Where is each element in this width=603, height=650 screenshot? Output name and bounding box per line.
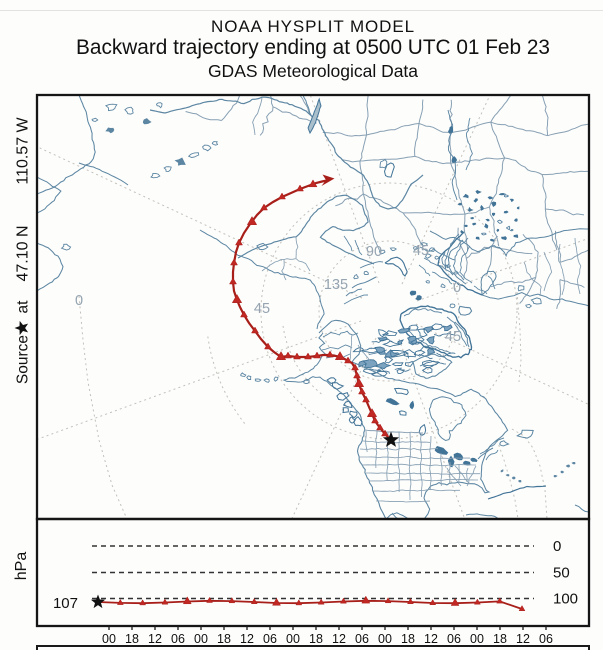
svg-text:12: 12 [424, 632, 438, 646]
svg-text:90: 90 [366, 244, 382, 260]
svg-text:0: 0 [75, 293, 83, 309]
svg-text:45: 45 [445, 329, 461, 345]
svg-text:100: 100 [553, 591, 578, 608]
svg-text:at: at [15, 300, 32, 314]
svg-text:18: 18 [401, 632, 415, 646]
svg-text:00: 00 [102, 632, 116, 646]
svg-text:00: 00 [378, 632, 392, 646]
svg-text:135: 135 [324, 277, 348, 293]
svg-text:06: 06 [171, 632, 185, 646]
svg-text:0: 0 [553, 538, 561, 555]
svg-text:45: 45 [413, 243, 429, 259]
svg-text:06: 06 [539, 632, 553, 646]
svg-text:06: 06 [355, 632, 369, 646]
svg-text:45: 45 [254, 301, 270, 317]
svg-text:18: 18 [125, 632, 139, 646]
svg-text:18: 18 [217, 632, 231, 646]
svg-text:0: 0 [453, 280, 461, 296]
svg-text:00: 00 [194, 632, 208, 646]
svg-text:18: 18 [309, 632, 323, 646]
svg-text:110.57 W: 110.57 W [15, 116, 32, 184]
svg-text:47.10 N: 47.10 N [15, 225, 32, 281]
svg-text:12: 12 [240, 632, 254, 646]
svg-text:12: 12 [516, 632, 530, 646]
svg-text:Source: Source [15, 335, 32, 384]
svg-text:00: 00 [286, 632, 300, 646]
svg-text:06: 06 [447, 632, 461, 646]
svg-text:50: 50 [553, 565, 570, 582]
svg-text:06: 06 [263, 632, 277, 646]
svg-text:18: 18 [493, 632, 507, 646]
svg-text:00: 00 [470, 632, 484, 646]
svg-text:12: 12 [148, 632, 162, 646]
svg-text:12: 12 [332, 632, 346, 646]
svg-text:hPa: hPa [13, 552, 30, 581]
svg-text:107: 107 [53, 595, 78, 612]
